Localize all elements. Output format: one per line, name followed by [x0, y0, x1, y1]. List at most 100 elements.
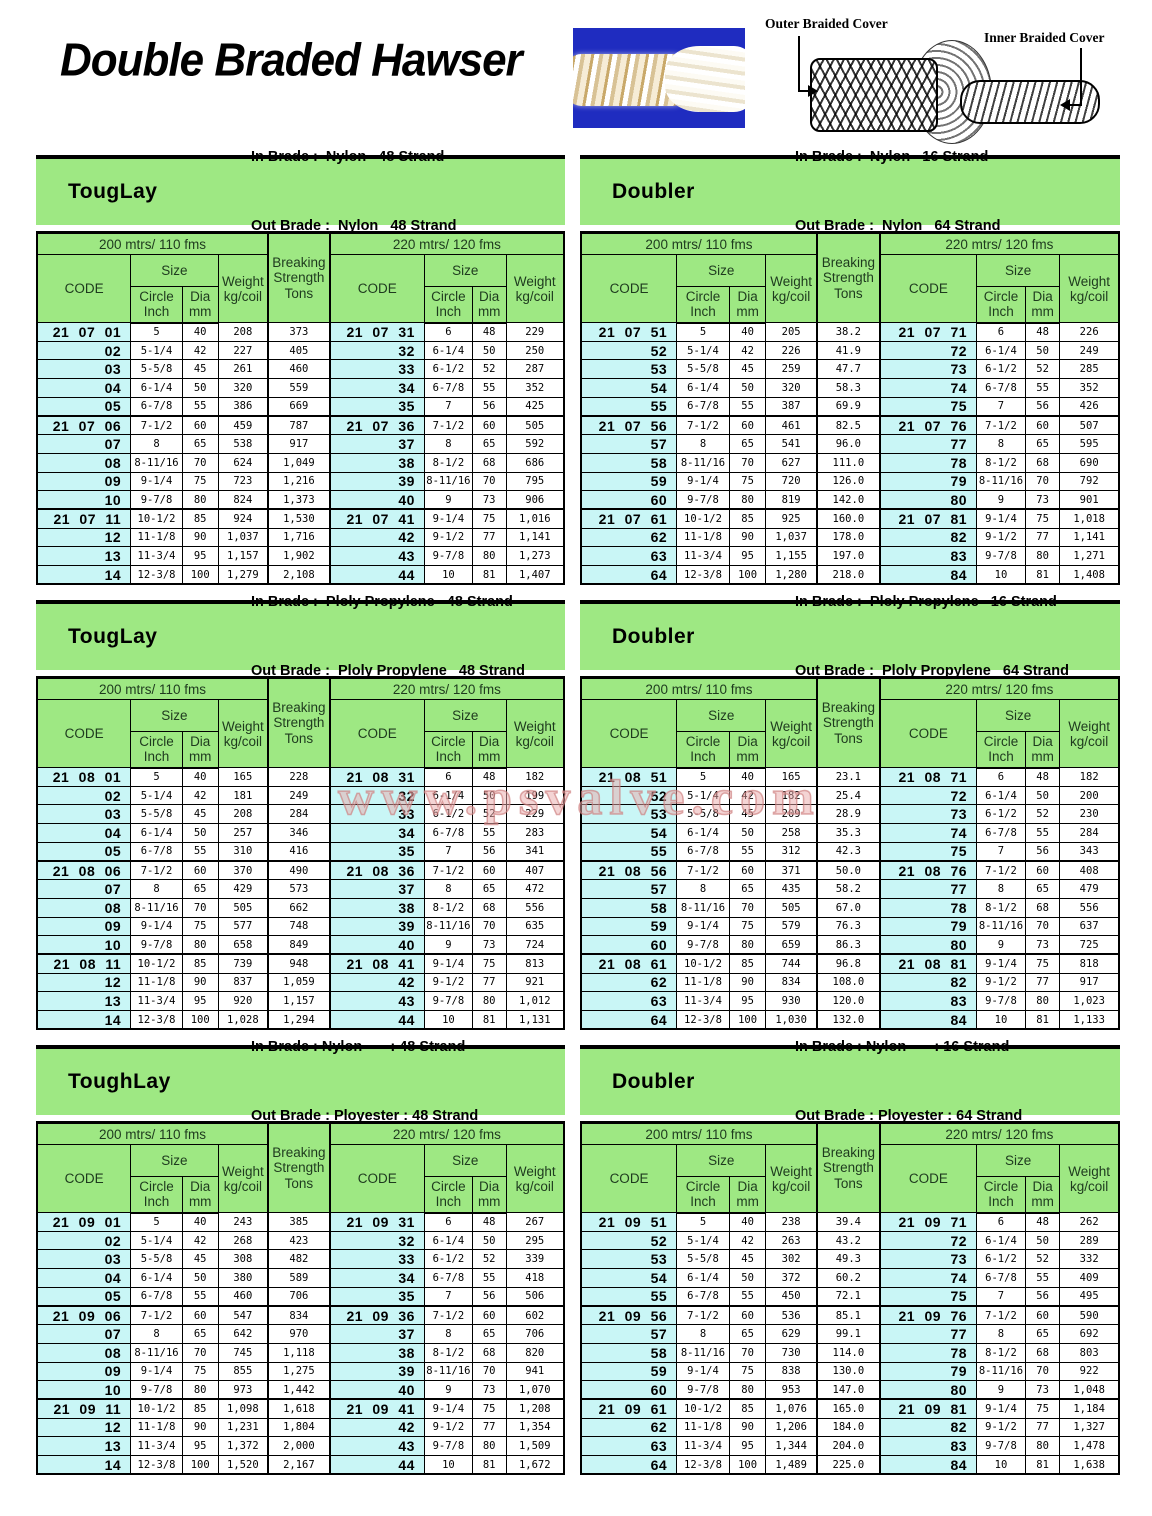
- weight-cell: 725: [1059, 935, 1120, 955]
- dia-mm-cell: 77: [1024, 1417, 1061, 1438]
- circle-inch-cell: 7-1/2: [130, 414, 183, 436]
- weight-cell: 706: [505, 1324, 565, 1344]
- dia-mm-cell: 65: [1024, 1324, 1061, 1344]
- dia-mm-cell: 55: [728, 396, 767, 417]
- weight-cell: 745: [217, 1342, 269, 1363]
- weight-cell: 205: [765, 322, 818, 342]
- dia-mm-cell: 85: [728, 953, 767, 974]
- code-cell: 21 09 06: [36, 1304, 132, 1326]
- table-row: 03 5-5/8 45 208 284 33 6-1/2 52 229: [36, 804, 565, 825]
- weight-cell: 250: [505, 340, 565, 361]
- circle-inch-cell: 8: [130, 434, 183, 454]
- code-cell: 52: [580, 785, 678, 806]
- dia-mm-cell: 73: [1024, 1380, 1061, 1400]
- out-brade-line: Out Brade : Nylon 64 Strand: [795, 218, 1001, 235]
- circle-inch-cell: 6-1/4: [130, 378, 183, 398]
- weight-cell: 792: [1059, 471, 1120, 492]
- circle-inch-header: Circle Inch: [423, 286, 473, 324]
- breaking-strength-cell: 1,442: [267, 1380, 331, 1400]
- code-cell: 52: [580, 340, 678, 361]
- code-cell: 83: [879, 546, 978, 566]
- breaking-strength-cell: 99.1: [815, 1324, 881, 1344]
- code-header: CODE: [580, 254, 678, 323]
- dia-mm-cell: 55: [471, 823, 507, 843]
- circle-inch-cell: 8: [676, 879, 730, 899]
- breaking-strength-cell: 147.0: [815, 1380, 881, 1400]
- weight-cell: 723: [217, 471, 269, 492]
- dia-mm-cell: 65: [471, 879, 507, 899]
- weight-cell: 744: [765, 953, 818, 974]
- out-brade-line: Out Brade : Ployester : 64 Strand: [795, 1108, 1023, 1125]
- table-row: 14 12-3/8 100 1,520 2,167 44 10 81 1,672: [36, 1454, 565, 1475]
- code-cell: 21 09 51: [580, 1212, 678, 1232]
- left-span-header: 200 mtrs/ 110 fms: [580, 677, 818, 700]
- table-row: 21 08 61 10-1/2 85 744 96.8 21 08 81 9-1/4 75 81…: [580, 953, 1120, 974]
- code-cell: 21 08 06: [36, 859, 132, 881]
- dia-mm-cell: 85: [728, 508, 767, 529]
- dia-mm-cell: 80: [181, 935, 219, 955]
- weight-cell: 547: [217, 1304, 269, 1326]
- table-title: Doubler: [612, 180, 695, 203]
- breaking-strength-cell: 204.0: [815, 1436, 881, 1456]
- table-row: 02 5-1/4 42 227 405 32 6-1/4 50 250: [36, 340, 565, 361]
- circle-inch-cell: 9-1/4: [676, 1361, 730, 1382]
- weight-cell: 953: [765, 1380, 818, 1400]
- dia-mm-cell: 73: [471, 935, 507, 955]
- code-cell: 02: [36, 340, 132, 361]
- dia-mm-cell: 70: [181, 1342, 219, 1363]
- code-cell: 21 07 31: [329, 322, 425, 342]
- breaking-strength-cell: 1,716: [267, 527, 331, 548]
- dia-mm-header: Dia mm: [471, 731, 507, 769]
- circle-inch-cell: 5-5/8: [130, 804, 183, 825]
- code-cell: 77: [879, 434, 978, 454]
- breaking-strength-cell: 82.5: [815, 414, 881, 436]
- circle-inch-cell: 10-1/2: [130, 953, 183, 974]
- breaking-strength-cell: 72.1: [815, 1286, 881, 1307]
- breaking-strength-header: Breaking Strength Tons: [815, 677, 881, 768]
- table-row: 57 8 65 435 58.2 77 8 65 479: [580, 879, 1120, 899]
- table-row: 08 8-11/16 70 745 1,118 38 8-1/2 68 820: [36, 1342, 565, 1363]
- breaking-strength-cell: 2,000: [267, 1436, 331, 1456]
- breaking-strength-cell: 1,049: [267, 452, 331, 473]
- weight-cell: 258: [765, 823, 818, 843]
- code-cell: 21 07 06: [36, 414, 132, 436]
- circle-inch-cell: 6-7/8: [423, 823, 473, 843]
- circle-inch-cell: 10-1/2: [676, 953, 730, 974]
- circle-inch-cell: 6-7/8: [976, 378, 1026, 398]
- code-cell: 35: [329, 396, 425, 417]
- table-row: 08 8-11/16 70 624 1,049 38 8-1/2 68 686: [36, 452, 565, 473]
- weight-cell: 592: [505, 434, 565, 454]
- weight-cell: 541: [765, 434, 818, 454]
- weight-cell: 659: [765, 935, 818, 955]
- weight-cell: 556: [505, 897, 565, 918]
- weight-cell: 820: [505, 1342, 565, 1363]
- code-cell: 03: [36, 1249, 132, 1270]
- breaking-strength-cell: 111.0: [815, 452, 881, 473]
- code-cell: 04: [36, 823, 132, 843]
- dia-mm-cell: 42: [728, 340, 767, 361]
- circle-inch-cell: 8: [130, 1324, 183, 1344]
- table-row: 14 12-3/8 100 1,028 1,294 44 10 81 1,131: [36, 1009, 565, 1030]
- circle-inch-cell: 5: [130, 767, 183, 787]
- circle-inch-cell: 5: [130, 1212, 183, 1232]
- weight-cell: 602: [505, 1304, 565, 1326]
- code-cell: 03: [36, 359, 132, 380]
- weight-cell: 472: [505, 879, 565, 899]
- weight-cell: 1,208: [505, 1398, 565, 1419]
- weight-cell: 1,638: [1059, 1454, 1120, 1475]
- table-title: TougLay: [68, 625, 158, 648]
- in-brade-line: In Brade : Nylon : 16 Strand: [795, 1038, 1010, 1055]
- code-cell: 53: [580, 1249, 678, 1270]
- dia-mm-cell: 65: [471, 434, 507, 454]
- circle-inch-cell: 8-11/16: [976, 471, 1026, 492]
- code-cell: 55: [580, 841, 678, 862]
- code-cell: 38: [329, 897, 425, 918]
- table-row: 05 6-7/8 55 310 416 35 7 56 341: [36, 841, 565, 862]
- circle-inch-cell: 9-7/8: [676, 935, 730, 955]
- in-brade-line: In Brade : Nylon 16 Strand: [795, 148, 989, 165]
- breaking-strength-cell: 96.0: [815, 434, 881, 454]
- dia-mm-cell: 42: [181, 1230, 219, 1251]
- weight-cell: 435: [765, 879, 818, 899]
- code-cell: 78: [879, 452, 978, 473]
- breaking-strength-cell: 706: [267, 1286, 331, 1307]
